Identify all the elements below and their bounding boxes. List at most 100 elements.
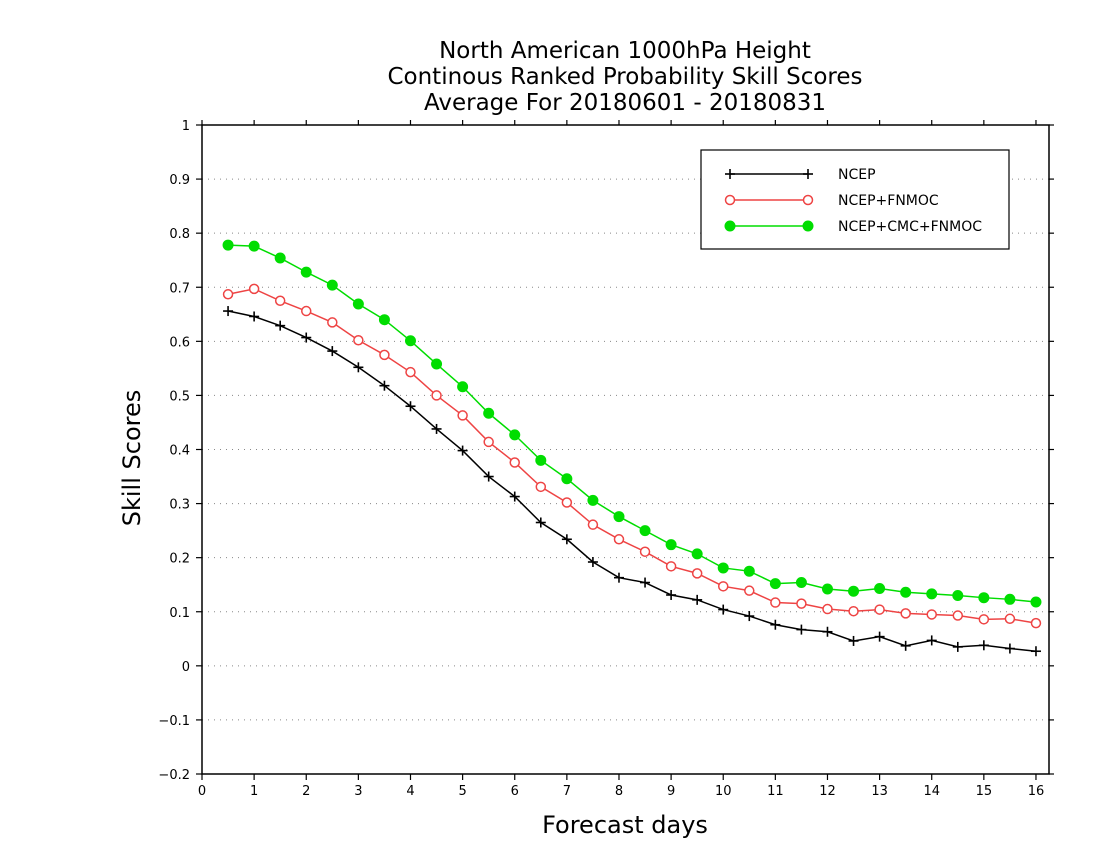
x-tick-label: 16 <box>1028 784 1045 799</box>
data-point <box>405 366 416 378</box>
y-tick-label: 0.6 <box>169 335 190 350</box>
data-point <box>405 401 416 412</box>
data-point <box>978 614 990 625</box>
data-point <box>952 590 964 602</box>
y-tick-label: −0.2 <box>158 768 190 783</box>
data-point <box>249 311 260 322</box>
data-point <box>587 494 599 506</box>
data-point <box>848 585 860 597</box>
data-point <box>483 436 494 448</box>
data-point <box>796 598 807 609</box>
legend-label: NCEP <box>838 167 876 183</box>
data-point <box>744 585 755 596</box>
legend-marker <box>724 194 736 206</box>
data-point <box>275 320 286 331</box>
data-point <box>613 511 625 523</box>
data-point <box>561 497 573 508</box>
data-point <box>509 457 520 468</box>
data-point <box>900 608 911 619</box>
data-point <box>300 266 312 278</box>
series-line <box>228 244 1037 603</box>
data-point <box>900 586 912 598</box>
legend-item: NCEP <box>725 167 876 183</box>
x-tick-label: 9 <box>667 784 675 799</box>
data-point <box>248 283 260 295</box>
legend-item: NCEP+CMC+FNMOC <box>724 219 982 235</box>
series-line <box>227 288 1037 624</box>
grid <box>202 178 1049 721</box>
series-ncep <box>223 306 1041 657</box>
data-point <box>431 358 443 370</box>
data-point <box>1030 596 1042 608</box>
data-point <box>639 546 651 557</box>
y-tick-label: 0.2 <box>169 552 190 567</box>
data-point <box>666 589 677 600</box>
data-point <box>665 561 677 572</box>
data-point <box>769 578 781 590</box>
legend-marker <box>724 220 736 232</box>
x-tick-label: 2 <box>302 784 310 799</box>
data-point <box>1030 646 1041 657</box>
legend-marker <box>725 169 735 179</box>
data-point <box>822 603 833 615</box>
data-point <box>952 610 964 621</box>
y-tick-label: 1 <box>182 119 190 134</box>
data-point <box>483 471 494 482</box>
data-point <box>561 473 573 485</box>
data-point <box>587 519 599 530</box>
data-point <box>900 640 911 651</box>
series-ncep-fnmoc <box>222 283 1042 629</box>
data-point <box>431 390 442 401</box>
data-point <box>926 635 937 646</box>
data-point <box>691 548 703 560</box>
data-point <box>717 581 729 592</box>
y-axis-label: Skill Scores <box>118 390 146 527</box>
x-tick-label: 6 <box>511 784 519 799</box>
series-ncep-cmc-fnmoc <box>222 239 1042 608</box>
y-tick-label: 0.4 <box>169 444 190 459</box>
y-tick-label: 0.3 <box>169 498 190 513</box>
data-point <box>718 604 729 615</box>
data-point <box>822 626 833 637</box>
series-layer <box>222 239 1042 657</box>
data-point <box>821 583 833 595</box>
data-point <box>613 572 624 583</box>
data-point <box>848 635 859 646</box>
data-point <box>379 349 390 361</box>
data-point <box>223 306 234 317</box>
data-point <box>613 534 625 545</box>
data-point <box>1030 617 1042 629</box>
y-tick-label: 0 <box>182 660 190 675</box>
x-tick-label: 12 <box>819 784 836 799</box>
y-tick-label: −0.1 <box>158 714 190 729</box>
data-point <box>692 594 703 605</box>
data-point <box>457 410 468 421</box>
data-point <box>535 517 546 528</box>
x-tick-label: 3 <box>354 784 362 799</box>
data-point <box>926 609 937 620</box>
y-tick-label: 0.8 <box>169 227 190 242</box>
data-point <box>379 380 390 391</box>
data-point <box>326 279 338 291</box>
data-point <box>795 577 807 589</box>
data-point <box>274 295 286 307</box>
data-point <box>1004 643 1015 654</box>
legend-marker <box>802 220 814 232</box>
x-tick-label: 13 <box>871 784 888 799</box>
data-point <box>743 565 755 577</box>
legend: NCEP NCEP+FNMOC NCEP+CMC+FNMOC <box>700 149 1010 250</box>
chart-title-line: North American 1000hPa Height <box>439 38 811 64</box>
data-point <box>874 631 885 642</box>
legend-item: NCEP+FNMOC <box>724 193 939 209</box>
data-point <box>691 568 703 579</box>
data-point <box>431 423 442 434</box>
x-tick-label: 8 <box>615 784 623 799</box>
data-point <box>378 314 390 326</box>
data-point <box>222 239 234 251</box>
data-point <box>561 534 572 545</box>
chart-title-line: Continous Ranked Probability Skill Score… <box>387 64 862 90</box>
data-point <box>978 640 989 651</box>
data-point <box>353 335 364 346</box>
data-point <box>874 582 886 594</box>
